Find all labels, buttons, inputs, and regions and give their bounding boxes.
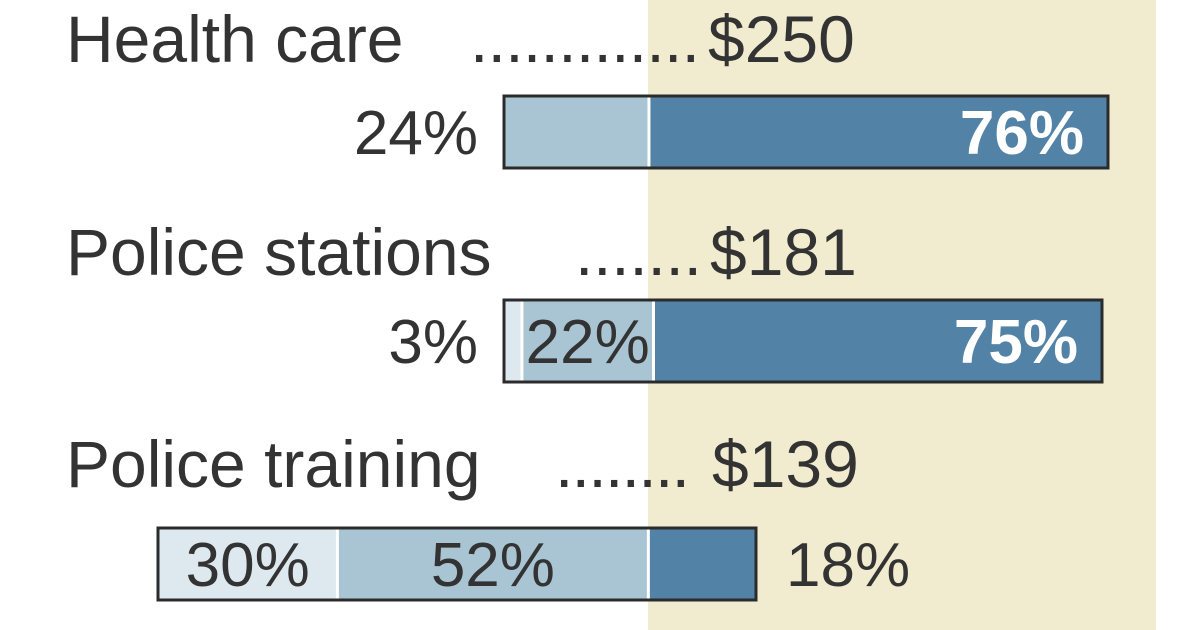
bar-frame-health-care (502, 94, 1110, 170)
bar-segment-police-stations-2 (521, 300, 654, 382)
category-label-health-care: Health care (66, 2, 404, 76)
bar-frame-police-stations (502, 298, 1104, 384)
bar-segment-police-training-3 (648, 528, 756, 600)
bar-segment-police-training-2 (337, 528, 649, 600)
category-label-police-stations: Police stations (66, 215, 492, 289)
bar-frame-police-training (156, 526, 758, 602)
bar-segment-health-care-2 (504, 96, 649, 168)
segment-label-health-care-3: 76% (960, 99, 1084, 168)
category-label-police-training: Police training (66, 427, 481, 501)
segment-label-police-training-1: 30% (186, 531, 310, 600)
bar-segment-health-care-3 (648, 96, 1108, 168)
total-label-health-care: $250 (708, 2, 855, 76)
segment-label-police-stations-3: 75% (954, 308, 1078, 377)
leader-dots-police-training: ........ (555, 427, 690, 501)
segment-label-police-training-2: 52% (431, 531, 555, 600)
leader-dots-police-stations: ....... (575, 215, 702, 289)
bar-segment-police-stations-3 (653, 300, 1102, 382)
leader-dots-health-care: ............. (470, 2, 700, 76)
segment-label-police-training-3: 18% (786, 531, 910, 600)
total-label-police-stations: $181 (710, 215, 857, 289)
segment-label-police-stations-1: 3% (388, 308, 478, 377)
bar-segment-police-training-1 (158, 528, 338, 600)
segment-label-health-care-2: 24% (354, 99, 478, 168)
segment-label-police-stations-2: 22% (526, 308, 650, 377)
total-label-police-training: $139 (712, 427, 859, 501)
bar-segment-police-stations-1 (504, 300, 522, 382)
